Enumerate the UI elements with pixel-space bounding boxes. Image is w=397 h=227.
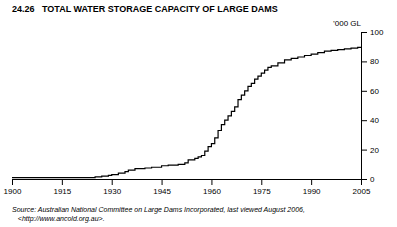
y-tick: 60 bbox=[361, 87, 379, 96]
y-axis-label: ’000 GL bbox=[333, 19, 362, 28]
marks bbox=[12, 47, 361, 178]
y-tick-label: 0 bbox=[370, 175, 375, 184]
source-note: <http://www.ancold.org.au>. bbox=[12, 215, 105, 223]
x-tick-mark bbox=[112, 179, 113, 185]
x-tick-label: 1975 bbox=[253, 187, 271, 196]
x-tick: 1900 bbox=[4, 179, 22, 196]
y-tick-mark bbox=[361, 61, 367, 62]
plot: 1900 1915 1930 1945 1960 1975 1990 2005 0 20 40 60 8… bbox=[4, 28, 384, 196]
x-tick: 2005 bbox=[353, 179, 371, 196]
x-tick-label: 1960 bbox=[203, 187, 221, 196]
x-axis-line bbox=[13, 180, 362, 186]
y-tick-label: 60 bbox=[370, 87, 379, 96]
y-tick-label: 80 bbox=[370, 57, 379, 66]
x-tick-mark bbox=[12, 179, 13, 185]
y-tick-mark bbox=[361, 150, 367, 151]
y-tick: 80 bbox=[361, 57, 379, 66]
x-tick-label: 1915 bbox=[53, 187, 71, 196]
y-tick: 100 bbox=[361, 28, 384, 37]
y-tick-mark bbox=[361, 91, 367, 92]
x-tick-label: 1945 bbox=[153, 187, 171, 196]
x-tick: 1975 bbox=[253, 179, 271, 196]
y-tick-mark bbox=[361, 120, 367, 121]
y-axis-line bbox=[362, 33, 368, 180]
x-tick-mark bbox=[311, 179, 312, 185]
x-tick: 1945 bbox=[153, 179, 171, 196]
x-tick: 1990 bbox=[303, 179, 321, 196]
x-tick-label: 2005 bbox=[353, 187, 371, 196]
line bbox=[12, 47, 361, 178]
y-tick-mark bbox=[361, 179, 367, 180]
x-axis: 1900 1915 1930 1945 1960 1975 1990 2005 bbox=[4, 179, 371, 196]
y-tick: 0 bbox=[361, 175, 375, 184]
chart: 1900 1915 1930 1945 1960 1975 1990 2005 0 20 40 60 8… bbox=[0, 0, 397, 227]
x-tick-mark bbox=[261, 179, 262, 185]
y-axis: 0 20 40 60 80 100 bbox=[361, 28, 384, 184]
source-note: Source: Australian National Committee on… bbox=[12, 206, 305, 214]
y-tick: 20 bbox=[361, 146, 379, 155]
x-tick: 1960 bbox=[203, 179, 221, 196]
x-tick: 1915 bbox=[53, 179, 71, 196]
x-tick-mark bbox=[62, 179, 63, 185]
x-tick-label: 1900 bbox=[4, 187, 22, 196]
title: 24.26 TOTAL WATER STORAGE CAPACITY OF LA… bbox=[12, 4, 278, 14]
y-tick-mark bbox=[361, 32, 367, 33]
y-tick-label: 40 bbox=[370, 116, 379, 125]
y-tick-label: 100 bbox=[370, 28, 384, 37]
y-tick-label: 20 bbox=[370, 146, 379, 155]
y-tick: 40 bbox=[361, 116, 379, 125]
x-tick-mark bbox=[211, 179, 212, 185]
x-tick-mark bbox=[162, 179, 163, 185]
x-tick-label: 1990 bbox=[303, 187, 321, 196]
x-tick: 1930 bbox=[103, 179, 121, 196]
x-tick-label: 1930 bbox=[103, 187, 121, 196]
